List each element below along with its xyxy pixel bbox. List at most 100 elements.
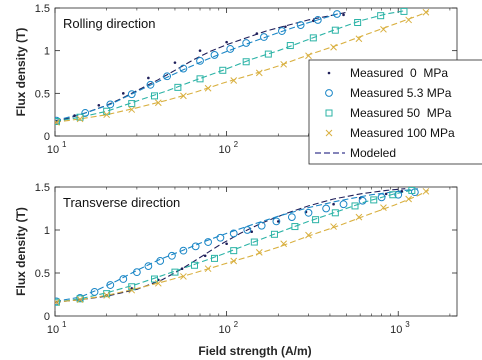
measured-point	[355, 35, 363, 43]
measured-point	[151, 92, 159, 100]
measured-point	[179, 246, 188, 255]
x-tick-label: 10	[218, 324, 230, 336]
measured-point	[322, 204, 331, 213]
measured-point	[408, 187, 416, 194]
measured-point	[276, 220, 280, 223]
measured-point	[351, 202, 359, 210]
plot-title: Transverse direction	[63, 195, 180, 210]
measured-point	[196, 75, 204, 83]
measured-point	[229, 229, 238, 238]
measured-point	[55, 298, 60, 306]
measured-point	[191, 261, 199, 269]
measured-point	[173, 61, 177, 64]
measured-point	[380, 204, 387, 211]
measured-point	[255, 69, 263, 77]
measured-point	[394, 190, 403, 199]
measured-point	[210, 51, 219, 59]
y-tick-label: 0.5	[35, 88, 50, 100]
measured-point	[180, 273, 187, 280]
measured-point	[90, 288, 99, 296]
measured-point	[191, 242, 200, 251]
measured-point	[171, 268, 179, 276]
measured-point	[309, 34, 317, 42]
measured-point	[242, 39, 251, 47]
measured-point	[216, 233, 225, 242]
measured-point	[55, 117, 60, 125]
plot-area	[55, 8, 430, 126]
measured-point	[280, 240, 288, 248]
measured-point	[154, 279, 162, 287]
y-tick-label: 0.5	[35, 268, 50, 280]
measured-point	[380, 25, 387, 33]
measured-point	[230, 247, 238, 255]
x-tick-exponent: 2	[234, 140, 239, 149]
measured-point	[132, 268, 141, 277]
measured-point	[230, 77, 238, 84]
measured-point	[250, 238, 258, 246]
measured-point	[226, 45, 235, 53]
legend-label: Measured 5.3 MPa	[350, 86, 452, 100]
measured-point	[144, 262, 153, 271]
legend-label: Measured 0 MPa	[350, 66, 448, 80]
modeled-curve	[55, 10, 406, 123]
measured-point	[330, 223, 337, 230]
modeled-curve	[55, 188, 418, 302]
measured-point	[147, 76, 150, 80]
measured-point	[168, 251, 176, 260]
measured-point	[76, 295, 84, 303]
measured-point	[204, 84, 212, 92]
measured-point	[284, 25, 287, 29]
y-tick-label: 1.5	[35, 3, 50, 15]
measured-point	[354, 19, 362, 27]
x-axis-label: Field strength (A/m)	[198, 344, 311, 358]
measured-point	[103, 290, 111, 298]
x-tick-exponent: 3	[405, 320, 410, 329]
measured-point	[76, 115, 84, 123]
measured-point	[106, 100, 115, 109]
plot-area	[55, 187, 430, 306]
measured-point	[163, 72, 172, 81]
measured-point	[287, 213, 296, 222]
measured-point	[377, 193, 386, 202]
legend-marker	[325, 129, 333, 137]
y-tick-label: 1.5	[35, 182, 50, 194]
measured-point	[342, 13, 345, 17]
measured-point	[389, 191, 397, 199]
measured-point	[296, 21, 305, 29]
legend-label: Measured 100 MPa	[350, 126, 455, 140]
measured-point	[97, 103, 101, 107]
measured-point	[128, 106, 136, 113]
measured-point	[196, 57, 204, 65]
legend-label: Measured 50 MPa	[350, 106, 452, 120]
x-tick-label: 10	[390, 324, 402, 336]
legend-marker	[325, 109, 333, 117]
measured-point	[278, 27, 286, 35]
y-tick-label: 1	[44, 46, 50, 58]
measured-point	[355, 213, 363, 221]
x-tick-exponent: 1	[62, 140, 67, 149]
measured-point	[330, 43, 337, 51]
measured-point	[204, 238, 212, 246]
measured-point	[55, 298, 60, 306]
measured-point	[76, 296, 84, 304]
modeled-curve	[55, 188, 406, 303]
measured-point	[332, 202, 335, 206]
measured-point	[272, 217, 281, 226]
measured-point	[257, 221, 266, 230]
legend: Measured 0 MPa Measured 5.3 MPa Measured 5…	[308, 59, 482, 165]
modeled-curve	[55, 12, 341, 122]
measured-point	[174, 83, 182, 91]
x-tick-label: 10	[47, 324, 59, 336]
measured-point	[286, 42, 294, 50]
measured-point	[211, 254, 219, 262]
measured-point	[179, 64, 188, 73]
measured-point	[270, 230, 278, 238]
measured-point	[280, 60, 288, 68]
measured-point	[264, 50, 272, 58]
measured-point	[291, 223, 299, 231]
y-tick-label: 1	[44, 225, 50, 237]
measured-point	[128, 286, 136, 294]
measured-point	[81, 109, 90, 117]
